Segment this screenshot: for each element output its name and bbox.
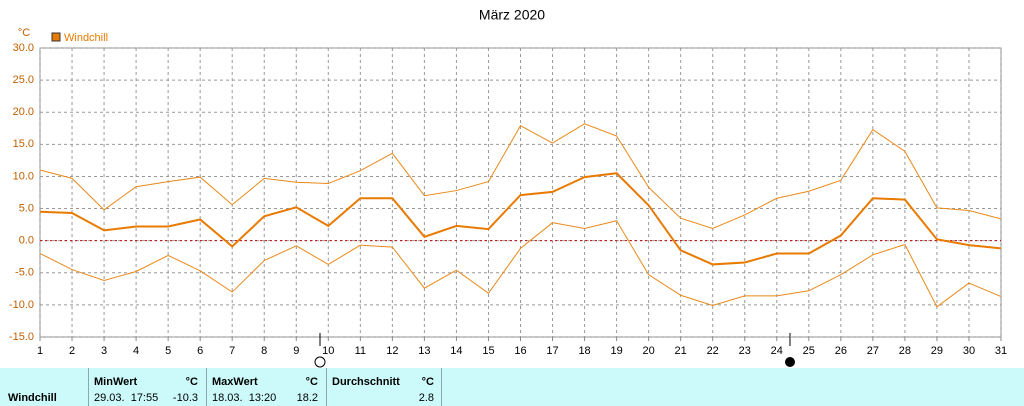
- separator: [441, 368, 442, 406]
- col-header: MaxWert: [212, 376, 258, 388]
- col-value: -10.3: [172, 392, 198, 404]
- x-tick-label: 4: [133, 345, 139, 357]
- col-unit: °C: [421, 376, 434, 388]
- y-tick-label: 30.0: [13, 42, 34, 54]
- x-tick-label: 26: [835, 345, 847, 357]
- y-unit: °C: [18, 27, 30, 39]
- x-tick-label: 7: [229, 345, 235, 357]
- x-tick-label: 31: [995, 345, 1007, 357]
- x-tick-label: 23: [739, 345, 751, 357]
- y-tick-label: -5.0: [15, 267, 34, 279]
- x-tick-label: 16: [514, 345, 526, 357]
- chart-title: März 2020: [479, 7, 545, 23]
- separator: [88, 368, 89, 406]
- x-tick-label: 2: [69, 345, 75, 357]
- series-line: [39, 220, 1002, 308]
- full-moon-icon: [314, 356, 326, 368]
- x-tick-label: 28: [899, 345, 911, 357]
- row-label: Windchill: [8, 392, 57, 404]
- x-tick-label: 21: [675, 345, 687, 357]
- col-header: Durchschnitt: [332, 376, 400, 388]
- y-tick-label: -15.0: [9, 331, 34, 343]
- x-tick-label: 5: [165, 345, 171, 357]
- x-tick-label: 25: [803, 345, 815, 357]
- x-tick-label: 1: [37, 345, 43, 357]
- x-tick-label: 3: [101, 345, 107, 357]
- y-tick-label: -10.0: [9, 299, 34, 311]
- legend-label: Windchill: [64, 32, 108, 44]
- x-tick-label: 8: [261, 345, 267, 357]
- x-tick-label: 24: [771, 345, 783, 357]
- y-tick-label: 15.0: [13, 138, 34, 150]
- x-tick-label: 10: [322, 345, 334, 357]
- chart: März 2020 °C -15.0 -10.0 -5.0 0.0 5.0 10.0 15.…: [9, 7, 1007, 368]
- col-unit: °C: [185, 376, 198, 388]
- x-tick-label: 9: [293, 345, 299, 357]
- y-tick-label: 25.0: [13, 74, 34, 86]
- y-tick-label: 10.0: [13, 170, 34, 182]
- x-tick-label: 12: [386, 345, 398, 357]
- separator: [326, 368, 327, 406]
- x-tick-label: 17: [546, 345, 558, 357]
- separator: [206, 368, 207, 406]
- x-tick-label: 11: [355, 345, 366, 357]
- x-tick-label: 15: [482, 345, 494, 357]
- col-value: 2.8: [418, 392, 434, 404]
- x-tick-label: 19: [610, 345, 622, 357]
- series-line: [39, 172, 1002, 266]
- x-tick-label: 20: [643, 345, 655, 357]
- legend-swatch: [51, 32, 61, 42]
- col-header: MinWert: [94, 376, 138, 388]
- x-tick-label: 6: [197, 345, 203, 357]
- col-unit: °C: [305, 376, 318, 388]
- y-tick-label: 0.0: [19, 235, 34, 247]
- x-tick-label: 27: [867, 345, 879, 357]
- x-tick-label: 22: [707, 345, 719, 357]
- x-tick-label: 29: [931, 345, 943, 357]
- x-tick-label: 14: [450, 345, 462, 357]
- col-time: 18.03. 13:20: [212, 392, 277, 404]
- x-tick-label: 18: [578, 345, 590, 357]
- series-line: [39, 123, 1002, 229]
- new-moon-icon: [785, 357, 795, 367]
- y-tick-label: 20.0: [13, 106, 34, 118]
- x-tick-label: 13: [418, 345, 430, 357]
- col-time: 29.03. 17:55: [94, 392, 159, 404]
- x-tick-label: 30: [963, 345, 975, 357]
- col-value: 18.2: [296, 392, 318, 404]
- y-tick-label: 5.0: [19, 202, 34, 214]
- summary-table: Windchill MinWert °C 29.03. 17:55 -10.3 …: [0, 368, 1024, 406]
